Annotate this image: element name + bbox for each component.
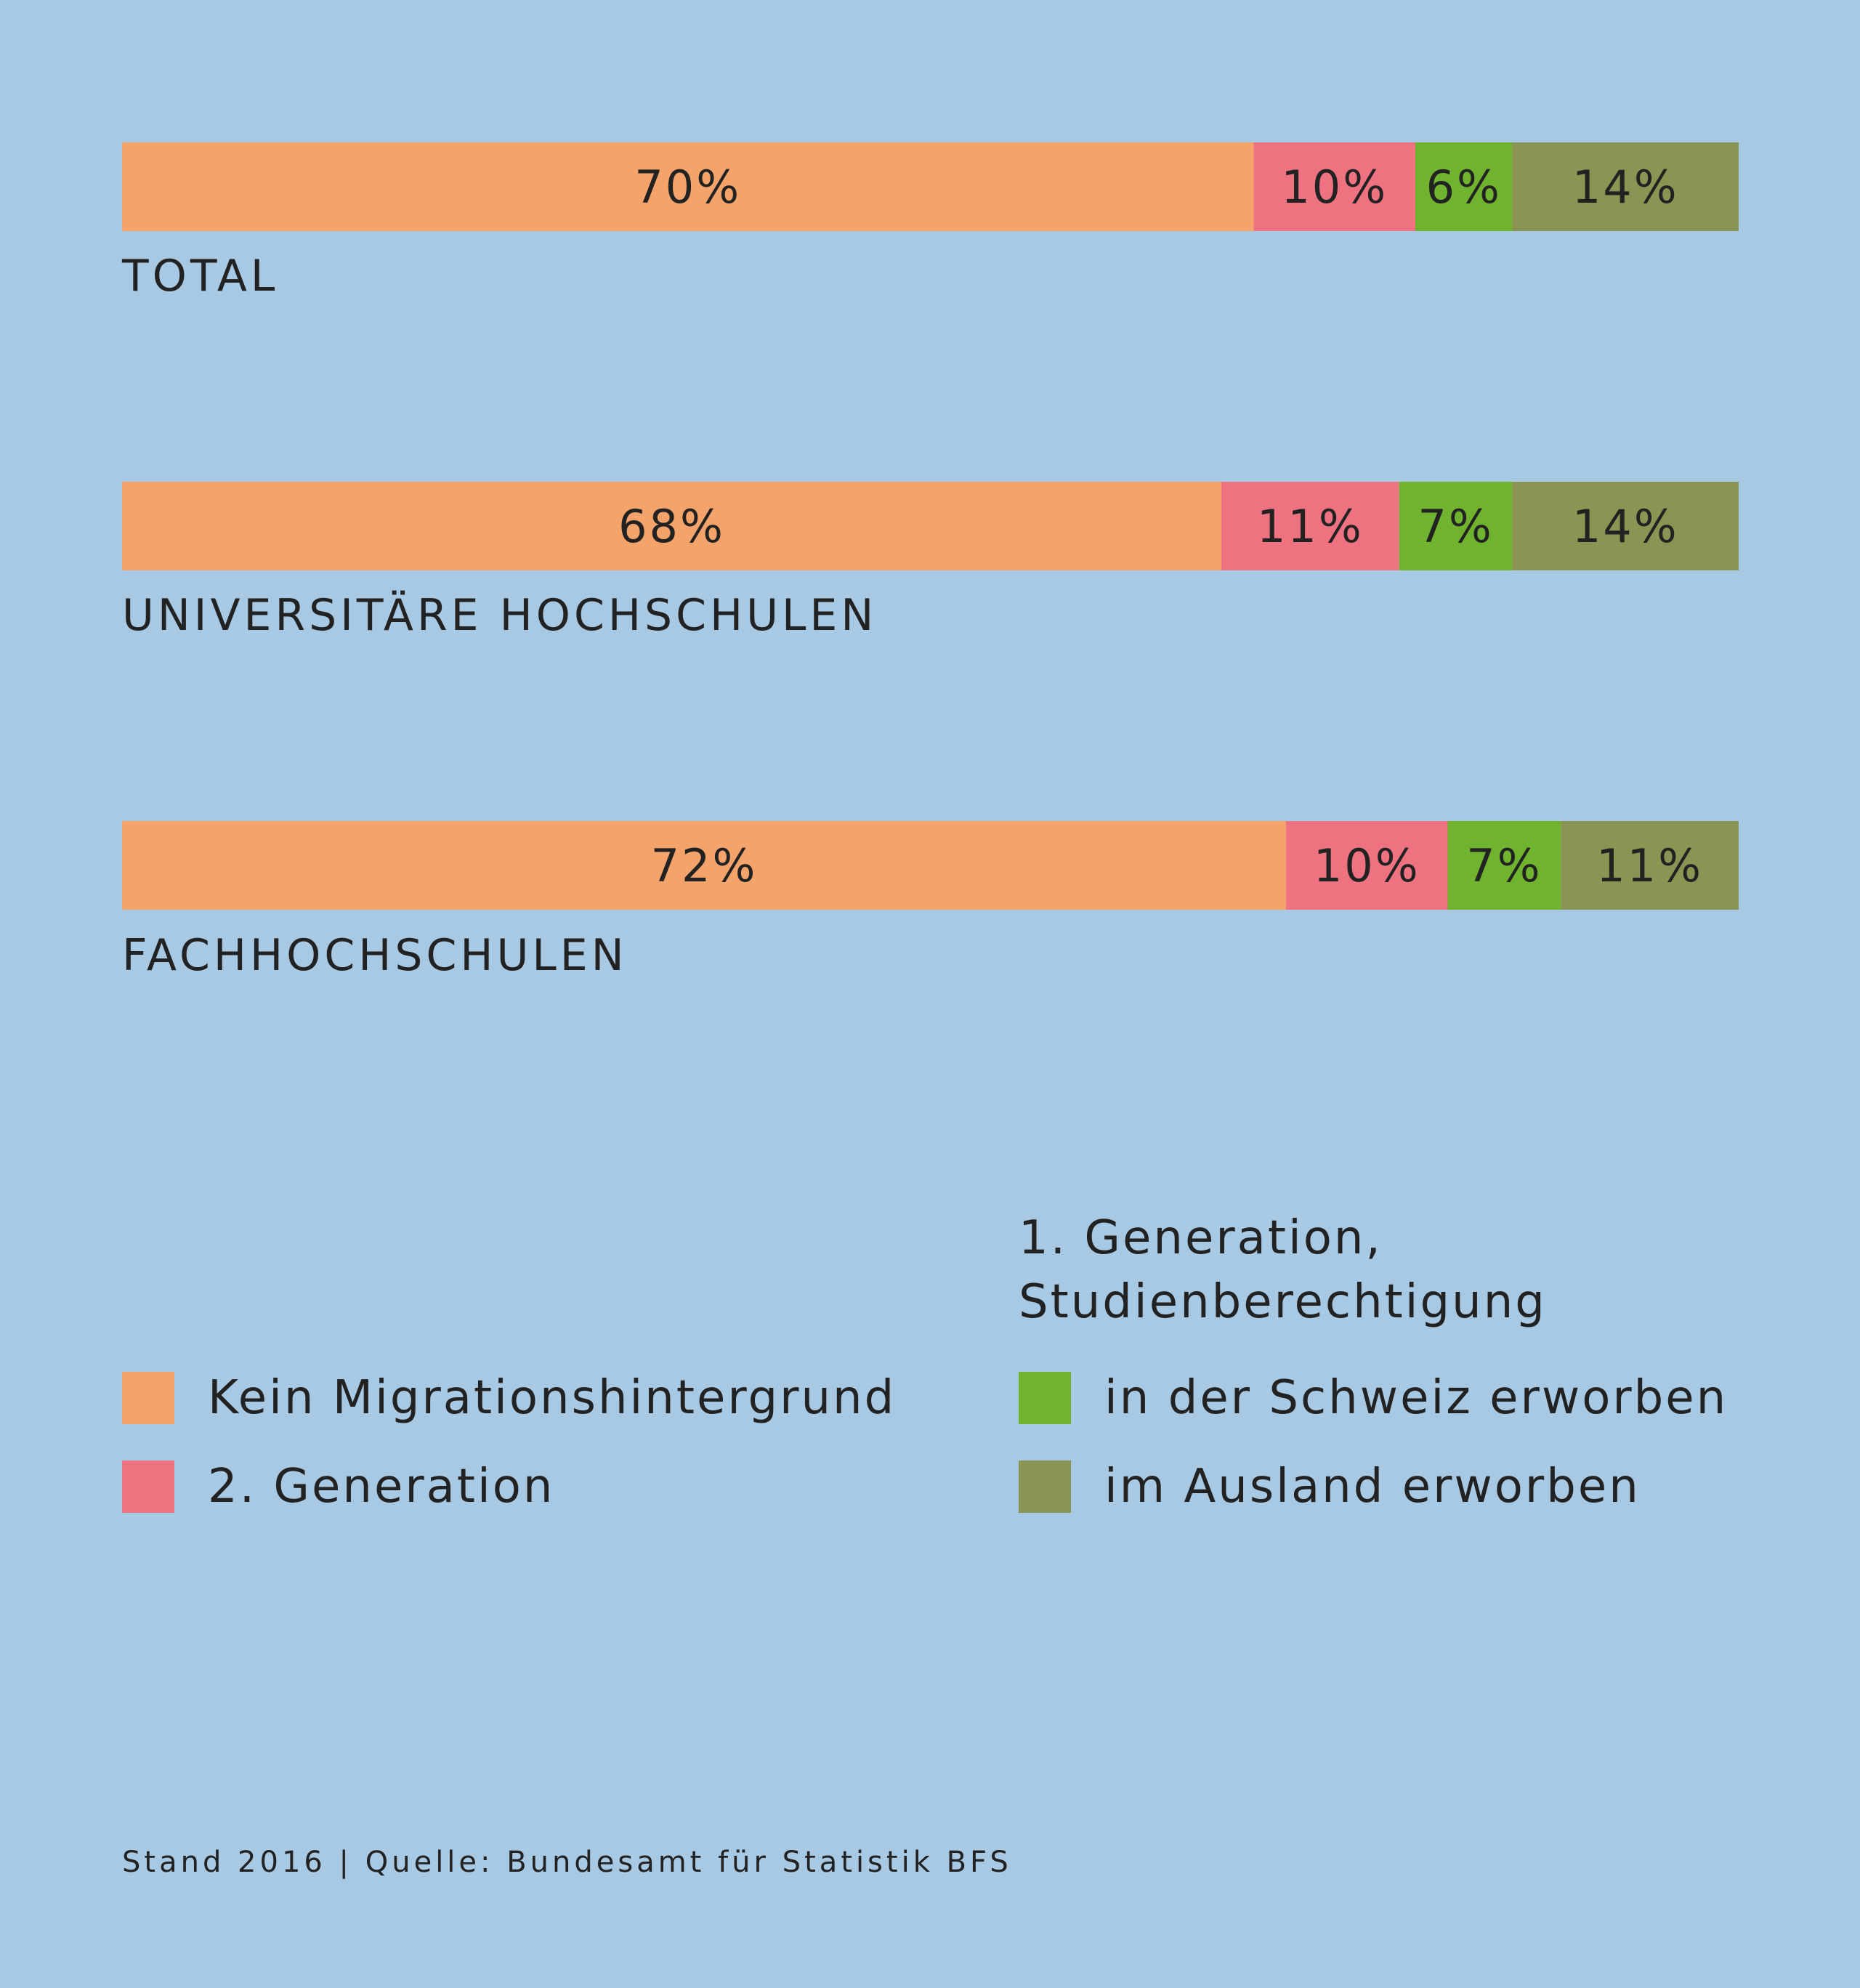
bar-group-total: 70% 10% 6% 14% <box>122 142 1739 231</box>
bar-segment-universitaere-hochschulen-kein-migrationshintergrund <box>122 482 1221 570</box>
legend-item-2-generation: 2. Generation <box>122 1460 554 1513</box>
bar-segment-universitaere-hochschulen-im-ausland-erworben <box>1512 482 1739 570</box>
bar-segment-total-im-ausland-erworben <box>1512 142 1739 231</box>
data-label-universitaere-hochschulen-in-der-schweiz-erworben: 7% <box>1418 500 1493 553</box>
bar-segment-universitaere-hochschulen-2-generation <box>1221 482 1399 570</box>
bar-segment-fachhochschulen-2-generation <box>1286 821 1448 910</box>
legend-label-in-der-schweiz-erworben: in der Schweiz erworben <box>1104 1371 1728 1425</box>
legend-swatch-im-ausland-erworben <box>1019 1460 1071 1513</box>
legend-swatch-2-generation <box>122 1460 174 1513</box>
data-label-total-in-der-schweiz-erworben: 6% <box>1426 161 1502 214</box>
legend-label-kein-migrationshintergrund: Kein Migrationshintergrund <box>208 1371 897 1425</box>
data-label-total-2-generation: 10% <box>1281 161 1388 214</box>
data-label-total-im-ausland-erworben: 14% <box>1572 161 1679 214</box>
category-label-fachhochschulen: FACHHOCHSCHULEN <box>122 930 628 981</box>
legend-group-title-line-2: Studienberechtigung <box>1019 1275 1547 1329</box>
legend-swatch-in-der-schweiz-erworben <box>1019 1372 1071 1424</box>
bar-segment-fachhochschulen-in-der-schweiz-erworben <box>1447 821 1561 910</box>
bar-segment-universitaere-hochschulen-in-der-schweiz-erworben <box>1399 482 1513 570</box>
category-label-total: TOTAL <box>122 251 279 302</box>
legend-item-im-ausland-erworben: im Ausland erworben <box>1019 1460 1641 1513</box>
bar-segment-total-2-generation <box>1253 142 1415 231</box>
legend-group-title-line-1: 1. Generation, <box>1019 1211 1383 1265</box>
data-label-fachhochschulen-im-ausland-erworben: 11% <box>1596 839 1703 892</box>
legend-label-2-generation: 2. Generation <box>208 1460 555 1514</box>
bar-segment-total-kein-migrationshintergrund <box>122 142 1254 231</box>
data-label-universitaere-hochschulen-kein-migrationshintergrund: 68% <box>618 500 725 553</box>
legend-item-kein-migrationshintergrund: Kein Migrationshintergrund <box>122 1372 896 1424</box>
data-label-fachhochschulen-in-der-schweiz-erworben: 7% <box>1466 839 1542 892</box>
data-label-fachhochschulen-2-generation: 10% <box>1314 839 1420 892</box>
source-footnote: Stand 2016 | Quelle: Bundesamt für Stati… <box>122 1846 1012 1879</box>
legend-swatch-kein-migrationshintergrund <box>122 1372 174 1424</box>
category-label-universitaere-hochschulen: UNIVERSITÄRE HOCHSCHULEN <box>122 590 878 641</box>
bar-segment-fachhochschulen-im-ausland-erworben <box>1561 821 1739 910</box>
bar-group-fachhochschulen: 72% 10% 7% 11% <box>122 821 1739 910</box>
bar-group-universitaere-hochschulen: 68% 11% 7% 14% <box>122 482 1739 570</box>
data-label-fachhochschulen-kein-migrationshintergrund: 72% <box>651 839 758 892</box>
stacked-bar-chart: 70% 10% 6% 14% 68% 11% 7% 14% 72% 10% 7% 11% <box>122 142 1739 910</box>
data-label-universitaere-hochschulen-2-generation: 11% <box>1257 500 1364 553</box>
bar-segment-fachhochschulen-kein-migrationshintergrund <box>122 821 1286 910</box>
legend-item-in-der-schweiz-erworben: in der Schweiz erworben <box>1019 1372 1728 1424</box>
legend-label-im-ausland-erworben: im Ausland erworben <box>1104 1460 1641 1514</box>
data-label-universitaere-hochschulen-im-ausland-erworben: 14% <box>1572 500 1679 553</box>
bar-segment-total-in-der-schweiz-erworben <box>1415 142 1513 231</box>
data-label-total-kein-migrationshintergrund: 70% <box>634 161 741 214</box>
legend-group-title: 1. Generation, Studienberechtigung <box>1019 1206 1547 1334</box>
